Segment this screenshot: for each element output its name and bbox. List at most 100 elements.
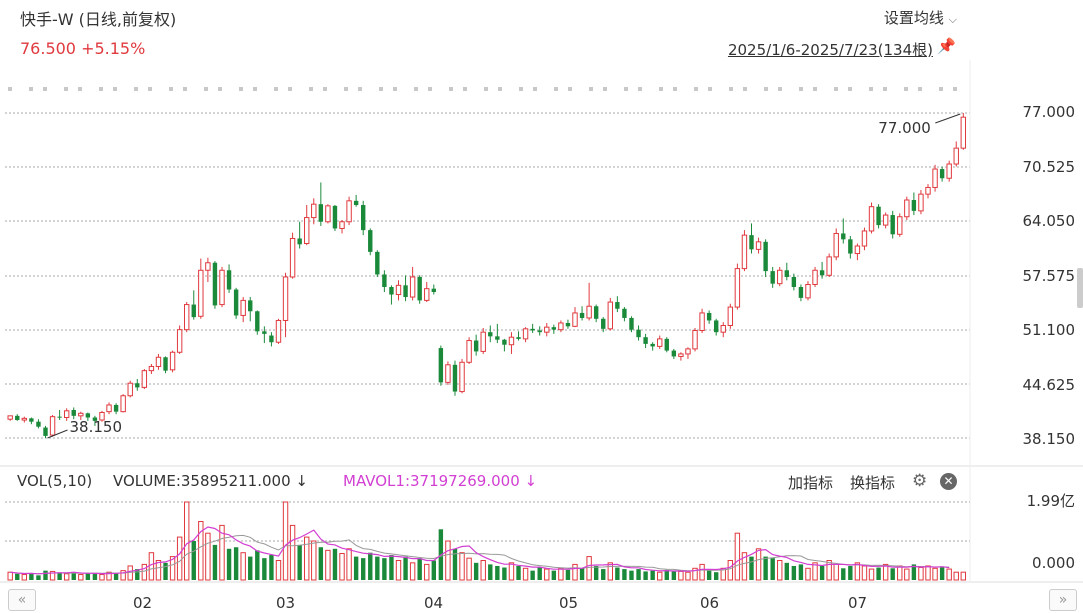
volume-bar — [763, 556, 768, 580]
volume-bar — [269, 555, 274, 580]
add-indicator-button[interactable]: 加指标 — [788, 474, 834, 492]
candle-body — [452, 364, 458, 392]
price-change: 76.500 +5.15% — [20, 39, 146, 58]
event-marker — [799, 87, 803, 91]
event-marker — [183, 87, 187, 91]
candle-body — [127, 382, 133, 397]
volume-bar — [106, 571, 112, 581]
candle-body — [184, 304, 190, 331]
volume-bar — [57, 572, 62, 580]
candle-body — [466, 340, 472, 363]
volume-bar — [205, 532, 211, 581]
event-marker — [694, 87, 698, 91]
candle-body — [409, 276, 416, 298]
candle-body — [403, 285, 408, 298]
volume-bar — [770, 558, 775, 580]
volume-bar — [473, 562, 479, 580]
volume-bar — [318, 547, 324, 580]
volume-bar — [607, 562, 613, 581]
volume-bar — [163, 562, 168, 580]
volume-bar — [854, 562, 861, 581]
candle-body — [876, 206, 881, 226]
double-chevron-left-icon[interactable]: « — [8, 589, 36, 611]
volume-bar — [537, 567, 542, 580]
event-marker — [204, 87, 208, 91]
volume-bar — [734, 532, 741, 581]
volume-bar — [727, 560, 734, 581]
event-marker — [953, 87, 957, 91]
volume-bar — [911, 564, 917, 580]
volume-bar — [226, 548, 232, 580]
volume-bar — [572, 563, 578, 581]
volume-bar — [99, 574, 105, 581]
candle-body — [339, 221, 345, 229]
volume-bar — [382, 558, 387, 580]
volume-bar — [508, 562, 515, 581]
event-marker — [239, 87, 243, 91]
volume-bar — [636, 569, 641, 580]
candle-body — [7, 415, 13, 420]
candle-body — [368, 230, 373, 252]
price-axis-label: 70.525 — [1022, 158, 1076, 176]
candle-body — [636, 329, 641, 338]
candle-body — [445, 364, 451, 383]
pin-icon[interactable]: 📌 — [937, 37, 956, 55]
volume-bar — [480, 560, 486, 581]
volume-bar — [699, 563, 705, 581]
candle-body — [579, 312, 585, 318]
event-marker — [848, 87, 852, 91]
event-marker — [638, 87, 642, 91]
chart-title: 快手-W (日线,前复权) — [20, 10, 177, 29]
candle-body — [135, 383, 140, 388]
candle-body — [431, 288, 436, 293]
close-icon[interactable]: ✕ — [940, 473, 957, 490]
volume-bar — [558, 567, 564, 581]
candle-body — [395, 284, 402, 296]
low-label: 38.150 — [70, 418, 123, 436]
volume-bar — [141, 563, 148, 581]
price-axis-label: 51.100 — [1022, 321, 1076, 339]
volume-bar — [262, 558, 267, 580]
event-marker — [274, 87, 278, 91]
switch-indicator-button[interactable]: 换指标 — [850, 474, 896, 492]
candle-body — [925, 186, 931, 195]
set-ma-button[interactable]: 设置均线 ⌵ — [884, 7, 957, 28]
gear-icon[interactable]: ⚙ — [912, 471, 928, 491]
volume-bar — [798, 564, 804, 580]
double-chevron-right-icon[interactable]: » — [1049, 589, 1077, 611]
candle-body — [699, 312, 705, 332]
date-range-label[interactable]: 2025/1/6-2025/7/23(134根) — [727, 41, 933, 59]
volume-bar — [184, 501, 190, 581]
event-marker — [309, 87, 313, 91]
volume-bar — [368, 552, 373, 580]
volume-bar — [297, 544, 302, 580]
volume-bar — [395, 560, 402, 581]
month-label: 06 — [700, 594, 720, 612]
candle-body — [749, 235, 754, 250]
candle-body — [262, 331, 267, 334]
candle-body — [508, 336, 515, 346]
candle-body — [332, 205, 338, 229]
candle-body — [586, 305, 592, 319]
candle-body — [219, 269, 225, 306]
volume-bar — [212, 544, 218, 580]
volume-bar — [692, 567, 698, 581]
candle-body — [141, 370, 148, 388]
volume-bar — [459, 552, 465, 581]
side-panel-handle[interactable] — [1077, 268, 1083, 308]
volume-bar — [664, 569, 669, 580]
volume-bar — [71, 572, 76, 580]
high-arrow — [935, 113, 961, 124]
month-label: 03 — [276, 594, 296, 612]
event-marker — [99, 87, 103, 91]
volume-bar — [833, 563, 839, 581]
volume-bar — [918, 567, 924, 581]
candle-body — [897, 216, 903, 235]
candle-body — [269, 335, 274, 343]
candle-body — [932, 168, 938, 188]
volume-bar — [643, 571, 648, 580]
event-marker — [8, 87, 12, 91]
volume-bar — [289, 524, 296, 581]
volume-bar — [939, 567, 945, 580]
